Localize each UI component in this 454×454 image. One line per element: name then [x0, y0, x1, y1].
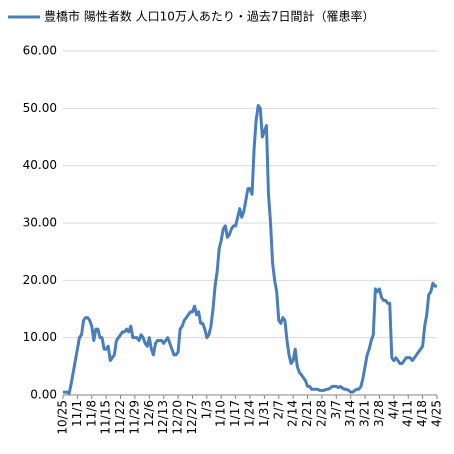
legend-label: 豊橋市 陽性者数 人口10万人あたり・過去7日間計（罹患率） [44, 9, 375, 24]
x-tick-label: 2/28 [314, 400, 328, 427]
y-tick-label: 20.00 [23, 273, 57, 287]
x-tick-label: 11/1 [70, 400, 84, 427]
x-tick-label: 4/18 [415, 400, 429, 427]
x-tick-label: 12/27 [185, 400, 199, 435]
x-tick-label: 1/3 [199, 400, 213, 419]
y-tick-label: 40.00 [23, 158, 57, 172]
y-tick-label: 0.00 [30, 388, 57, 402]
x-tick-label: 11/8 [84, 400, 98, 427]
x-tick-label: 4/25 [430, 400, 444, 427]
x-tick-label: 2/7 [271, 400, 285, 419]
x-tick-label: 1/17 [228, 400, 242, 427]
x-tick-label: 12/6 [142, 400, 156, 427]
y-tick-label: 60.00 [23, 44, 57, 58]
x-tick-label: 3/14 [343, 400, 357, 427]
x-tick-label: 11/15 [99, 400, 113, 435]
x-tick-label: 3/7 [329, 400, 343, 419]
x-tick-label: 2/14 [286, 400, 300, 427]
x-tick-label: 1/10 [214, 400, 228, 427]
x-tick-label: 12/20 [171, 400, 185, 435]
x-tick-label: 3/21 [358, 400, 372, 427]
x-tick-label: 4/11 [401, 400, 415, 427]
x-tick-label: 1/24 [243, 400, 257, 427]
x-tick-label: 11/22 [113, 400, 127, 435]
x-tick-label: 11/29 [127, 400, 141, 435]
x-tick-label: 10/25 [56, 400, 70, 435]
x-tick-label: 2/21 [300, 400, 314, 427]
y-tick-label: 50.00 [23, 101, 57, 115]
y-tick-label: 10.00 [23, 330, 57, 344]
x-tick-label: 4/4 [386, 400, 400, 419]
x-tick-label: 3/28 [372, 400, 386, 427]
series-line [63, 103, 437, 395]
x-tick-label: 12/13 [156, 400, 170, 435]
y-tick-label: 30.00 [23, 216, 57, 230]
x-tick-label: 1/31 [257, 400, 271, 427]
